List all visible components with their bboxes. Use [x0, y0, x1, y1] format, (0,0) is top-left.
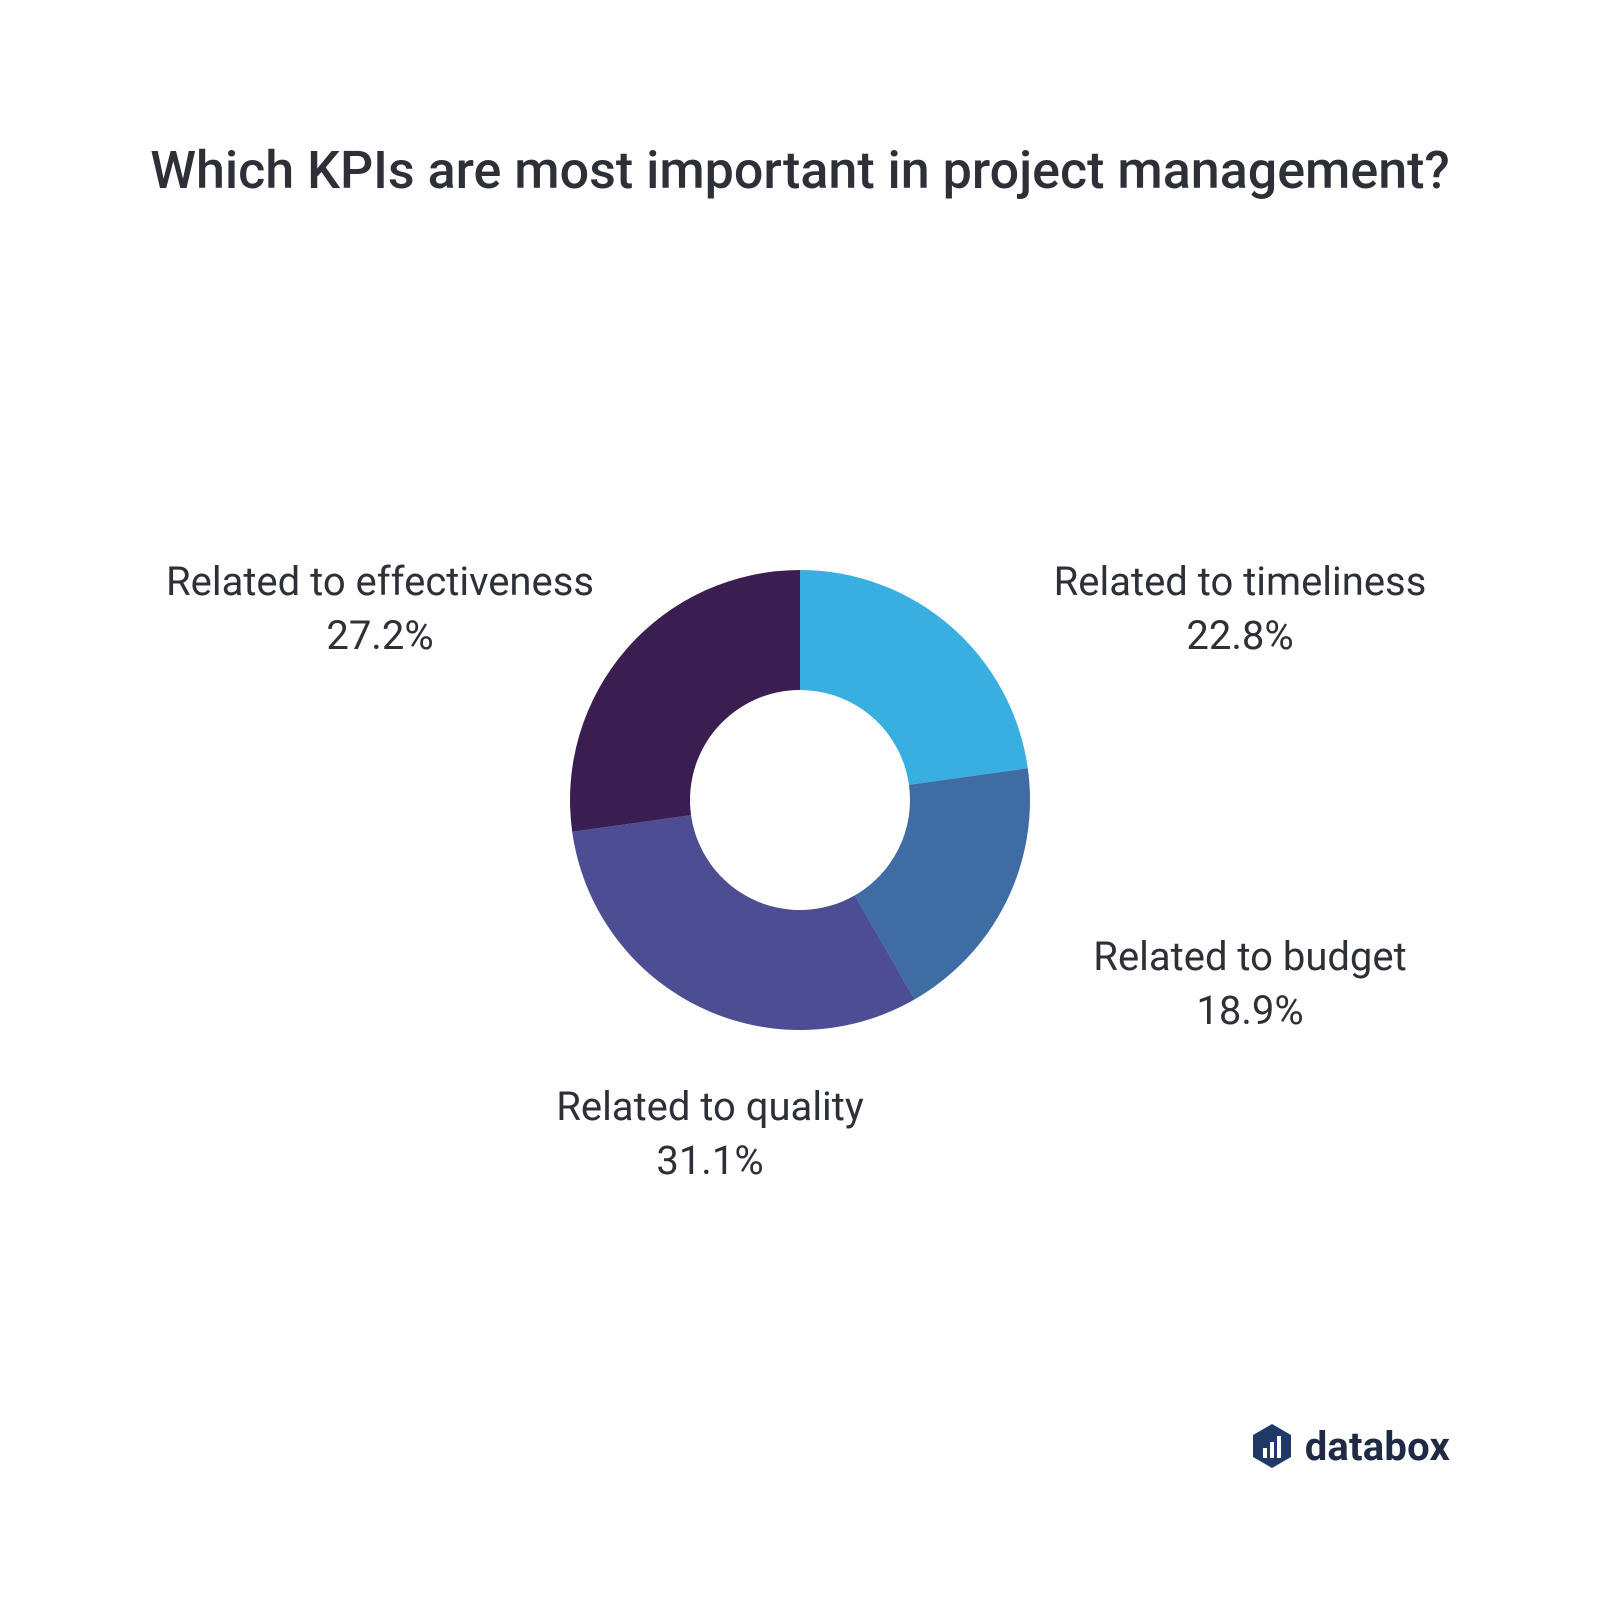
databox-icon	[1251, 1422, 1293, 1470]
chart-container: Which KPIs are most important in project…	[0, 0, 1600, 1600]
slice-label-text: Related to budget	[1093, 933, 1406, 980]
slice-label-text: Related to timeliness	[1054, 558, 1427, 605]
donut-chart	[550, 550, 1050, 1050]
slice-effectiveness	[570, 570, 800, 832]
slice-label-quality: Related to quality 31.1%	[556, 1080, 864, 1188]
brand-name: databox	[1305, 1423, 1450, 1470]
slice-label-effectiveness: Related to effectiveness 27.2%	[166, 555, 594, 663]
slice-timeliness	[800, 570, 1028, 785]
chart-title: Which KPIs are most important in project…	[0, 140, 1600, 201]
slice-label-pct: 31.1%	[556, 1134, 864, 1188]
slice-label-timeliness: Related to timeliness 22.8%	[1054, 555, 1427, 663]
slice-label-pct: 18.9%	[1093, 984, 1406, 1038]
slice-quality	[572, 815, 914, 1030]
slice-label-budget: Related to budget 18.9%	[1093, 930, 1406, 1038]
slice-label-pct: 22.8%	[1054, 609, 1427, 663]
slice-label-text: Related to effectiveness	[166, 558, 594, 605]
brand-logo: databox	[1251, 1422, 1450, 1470]
slice-label-text: Related to quality	[556, 1083, 864, 1130]
slice-label-pct: 27.2%	[166, 609, 594, 663]
